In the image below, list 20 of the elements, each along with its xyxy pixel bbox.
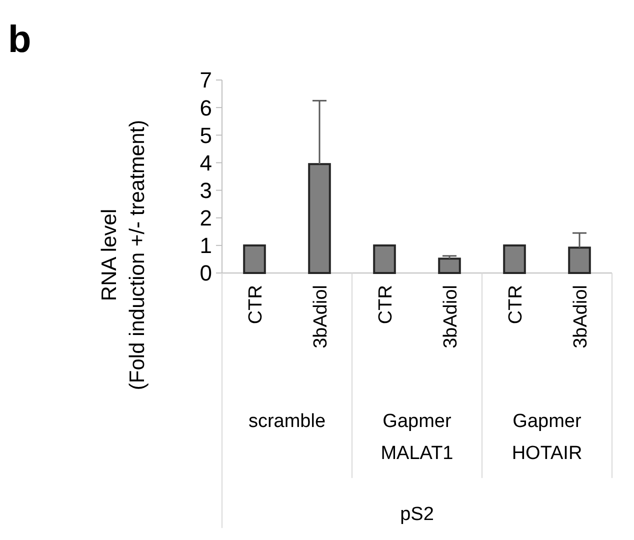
x-tick-label: CTR [506,285,526,324]
x-tick-label: CTR [376,285,396,324]
y-tick-label: 7 [200,68,212,93]
text: scramble [248,411,326,432]
text: Gapmer MALAT1 [380,411,454,464]
y-tick-label: 4 [200,150,212,176]
y-tick-label: 0 [200,260,212,286]
y-axis-title: RNA level (Fold induction +/- treatment) [98,120,149,390]
x-tick-label: 3bAdiol [310,285,332,348]
y-tick-label: 3 [200,178,212,203]
text: Gapmer HOTAIR [512,411,582,464]
y-tick-label: 2 [200,206,212,231]
text: b [8,19,32,61]
y-tick-label: 1 [200,233,212,258]
x-tick-label: 3bAdiol [440,285,462,348]
y-tick-label: 6 [200,95,212,120]
y-tick-label: 5 [200,122,212,148]
text: pS2 [400,504,434,525]
x-tick-label: 3bAdiol [570,285,592,348]
x-tick-label: CTR [246,285,266,324]
